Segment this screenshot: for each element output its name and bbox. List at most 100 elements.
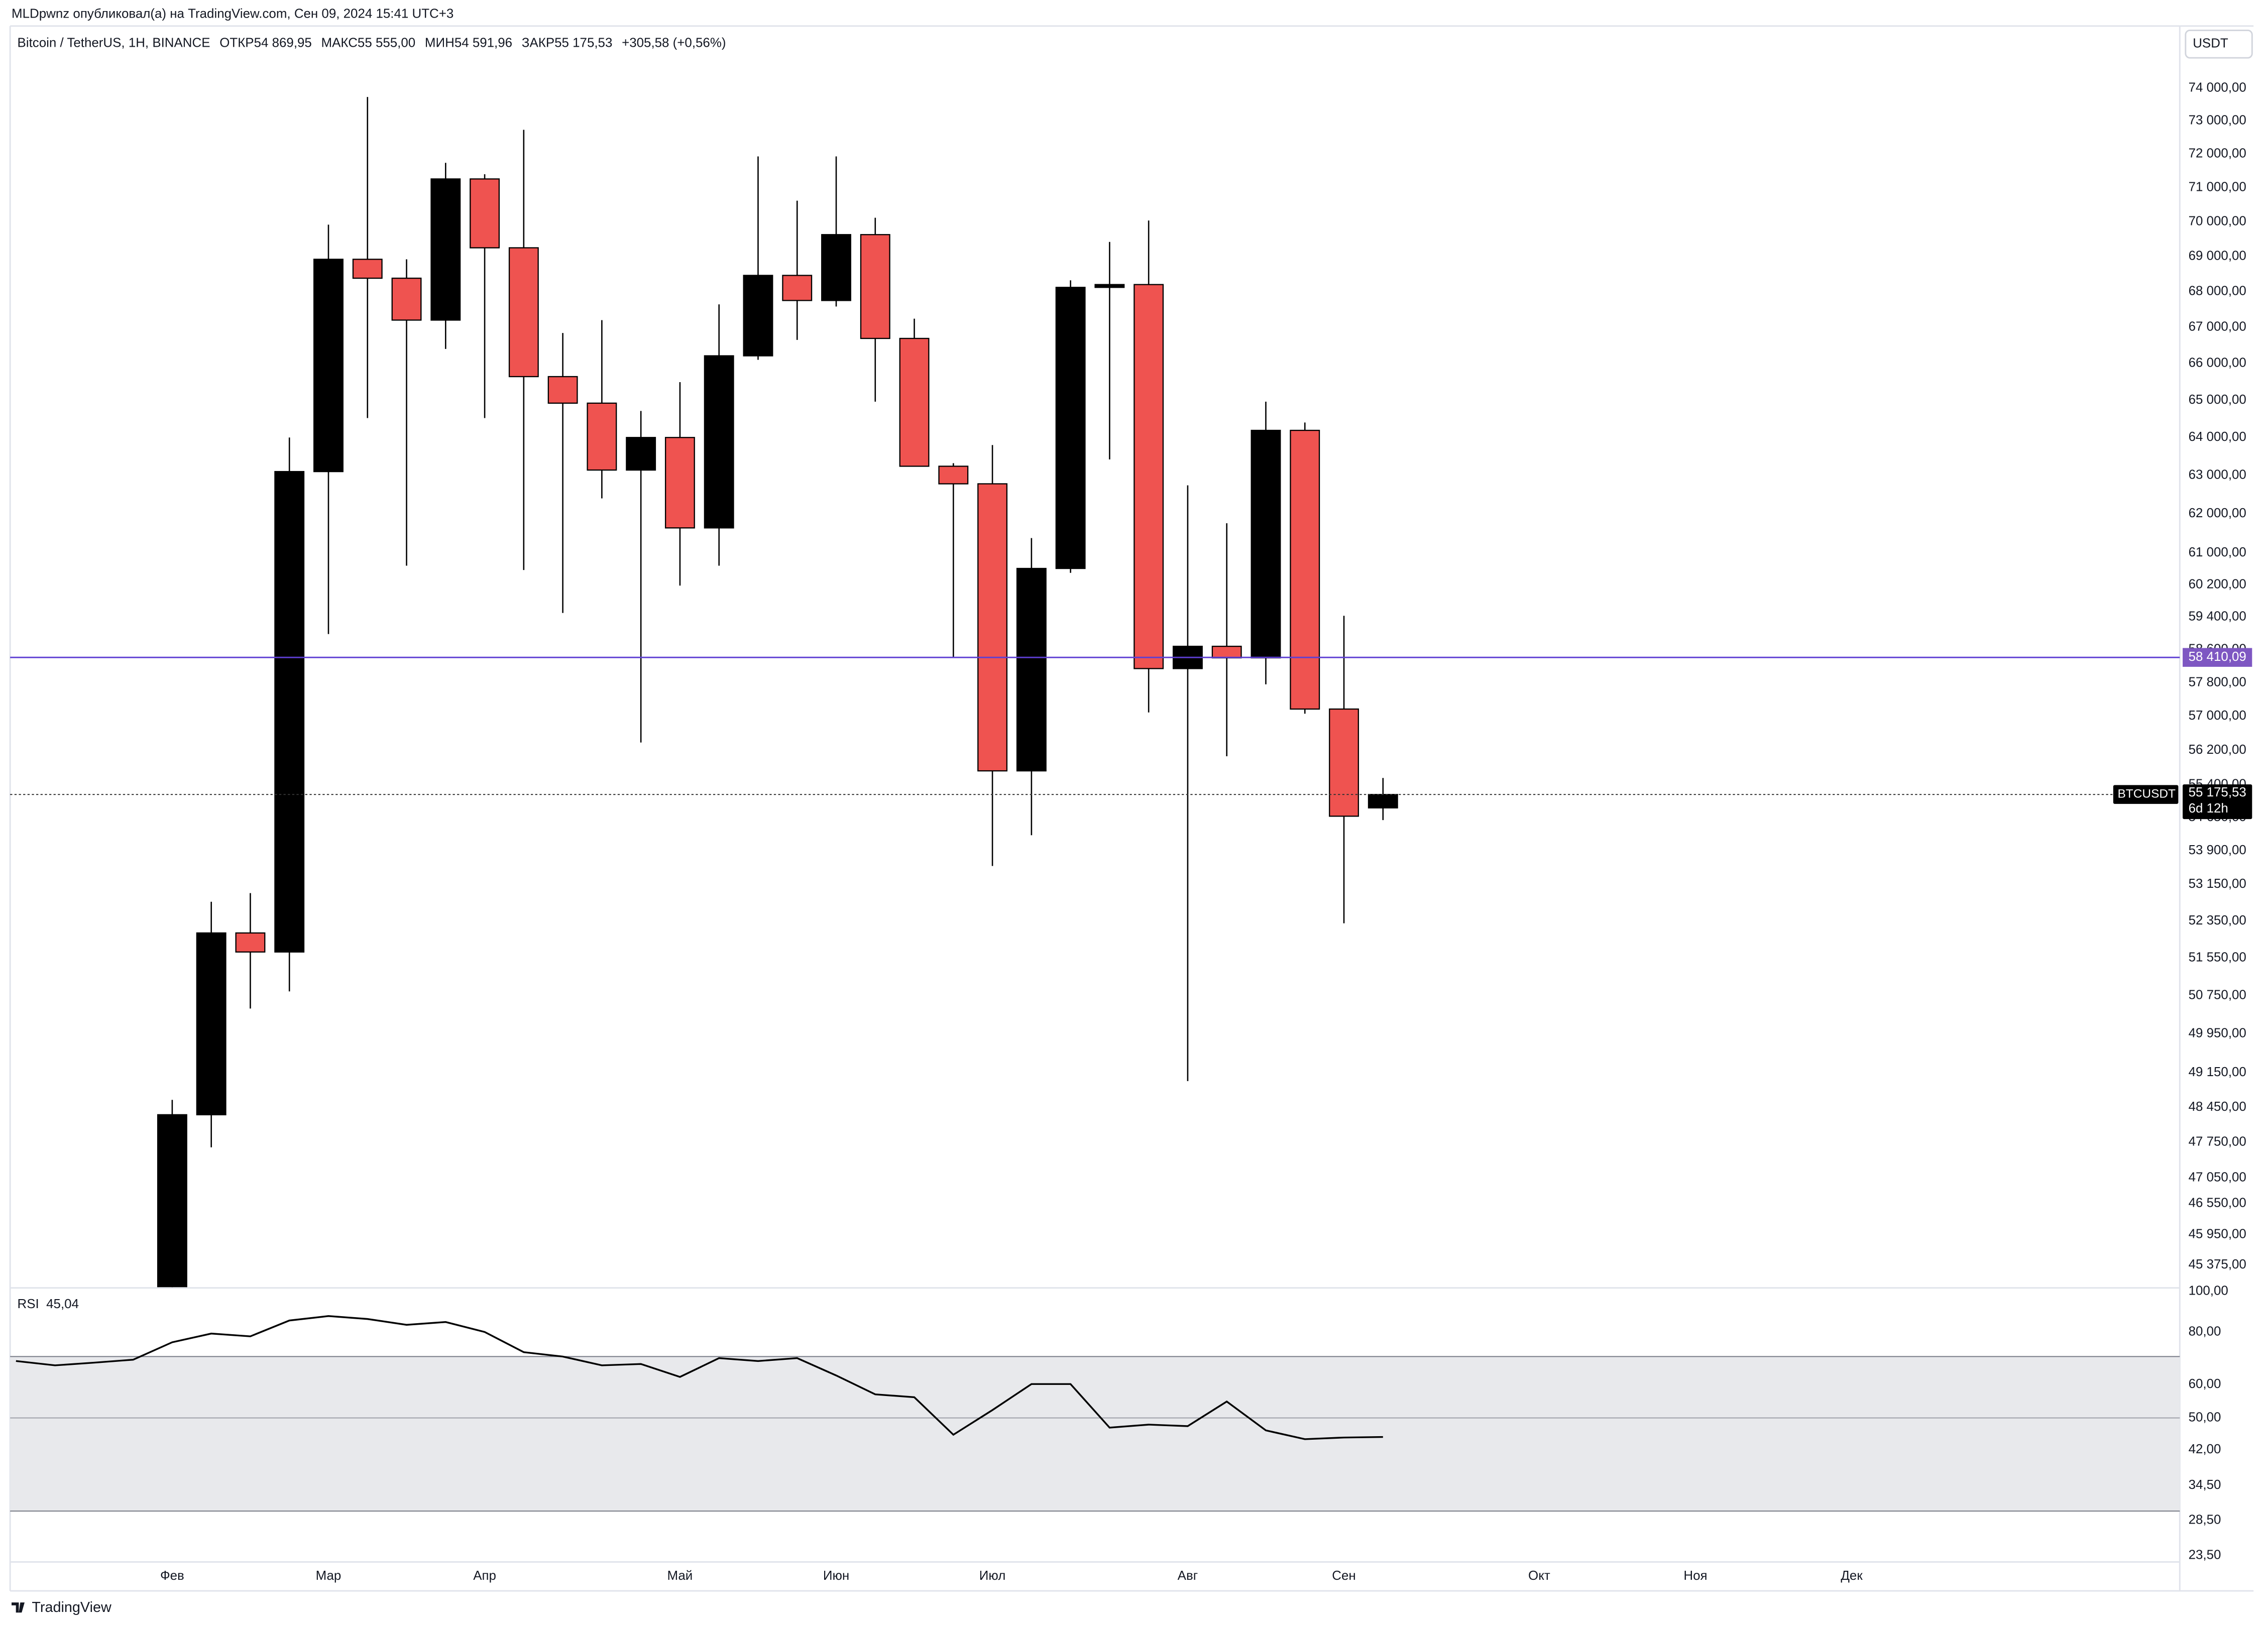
close-value: 55 175,53 bbox=[554, 36, 612, 50]
candle-body bbox=[313, 259, 344, 473]
candle-body bbox=[391, 277, 422, 321]
brand-logo: TradingView bbox=[12, 1599, 111, 1615]
time-tick-label: Апр bbox=[473, 1569, 496, 1583]
candle-body bbox=[860, 234, 890, 339]
rsi-legend: RSI 45,04 bbox=[18, 1297, 79, 1311]
countdown: 6d 12h bbox=[2189, 801, 2228, 816]
price-tick-label: 48 450,00 bbox=[2189, 1100, 2246, 1114]
time-tick-label: Дек bbox=[1841, 1569, 1863, 1583]
price-line-badge bbox=[2183, 648, 2252, 667]
high-value: 55 555,00 bbox=[358, 36, 415, 50]
candle-body bbox=[743, 275, 773, 357]
candle-body bbox=[352, 259, 383, 279]
currency: USDT bbox=[2193, 37, 2228, 51]
price-tick-label: 50 750,00 bbox=[2189, 988, 2246, 1002]
low-label: МИН bbox=[425, 36, 455, 50]
price-tick-label: 62 000,00 bbox=[2189, 506, 2246, 520]
price-tick-label: 46 550,00 bbox=[2189, 1196, 2246, 1210]
candle-body bbox=[508, 247, 539, 378]
candle-body bbox=[470, 178, 500, 249]
candles bbox=[157, 97, 1398, 1288]
candle-body bbox=[430, 178, 461, 321]
candle-body bbox=[587, 402, 617, 471]
open-value: 54 869,95 bbox=[254, 36, 312, 50]
price-tick-label: 56 200,00 bbox=[2189, 743, 2246, 757]
low-value: 54 591,96 bbox=[455, 36, 512, 50]
price-tick-label: 63 000,00 bbox=[2189, 468, 2246, 482]
logo-icon bbox=[12, 1602, 25, 1613]
rsi-tick-label: 23,50 bbox=[2189, 1548, 2221, 1562]
time-tick-label: Ноя bbox=[1683, 1569, 1707, 1583]
price-tick-label: 51 550,00 bbox=[2189, 951, 2246, 965]
time-tick-label: Июл bbox=[979, 1569, 1006, 1583]
symbol-legend: Bitcoin / TetherUS, 1H, BINANCE ОТКР54 8… bbox=[18, 36, 726, 50]
price-tick-label: 49 950,00 bbox=[2189, 1026, 2246, 1040]
rsi-line bbox=[16, 1315, 1383, 1440]
price-tick-label: 52 350,00 bbox=[2189, 913, 2246, 927]
price-tick-label: 57 000,00 bbox=[2189, 709, 2246, 723]
candle-body bbox=[1133, 284, 1164, 669]
candle-body bbox=[157, 1114, 187, 1288]
candle-body bbox=[938, 466, 969, 485]
price-tick-label: 73 000,00 bbox=[2189, 113, 2246, 128]
price-tick-label: 53 900,00 bbox=[2189, 843, 2246, 857]
price-tick-label: 53 150,00 bbox=[2189, 877, 2246, 891]
candle-body bbox=[899, 337, 930, 467]
price-tick-label: 74 000,00 bbox=[2189, 80, 2246, 94]
brand: TradingView bbox=[32, 1599, 111, 1615]
price-tick-label: 66 000,00 bbox=[2189, 356, 2246, 370]
candle-body bbox=[626, 437, 656, 471]
candle-body bbox=[1055, 287, 1086, 569]
price-tick-label: 61 000,00 bbox=[2189, 545, 2246, 559]
rsi-tick-label: 60,00 bbox=[2189, 1377, 2221, 1391]
price-tick-label: 57 800,00 bbox=[2189, 675, 2246, 689]
rsi-band bbox=[10, 1356, 2180, 1512]
time-tick-label: Окт bbox=[1528, 1569, 1550, 1583]
price-tick-label: 69 000,00 bbox=[2189, 249, 2246, 263]
price-tick-label: 71 000,00 bbox=[2189, 180, 2246, 194]
time-tick-label: Май bbox=[667, 1569, 693, 1583]
symbol-badge bbox=[2113, 785, 2179, 804]
price-tick-label: 65 000,00 bbox=[2189, 393, 2246, 407]
price-tick-label: 68 000,00 bbox=[2189, 284, 2246, 298]
rsi-tick-label: 34,50 bbox=[2189, 1478, 2221, 1492]
price-tick-label: 49 150,00 bbox=[2189, 1065, 2246, 1079]
candle-body bbox=[1290, 429, 1320, 710]
candle-body bbox=[1368, 793, 1398, 808]
price-tick-label: 72 000,00 bbox=[2189, 147, 2246, 161]
price-tick-label: 59 400,00 bbox=[2189, 609, 2246, 623]
price-tick-label: 45 950,00 bbox=[2189, 1227, 2246, 1241]
candle-body bbox=[196, 932, 226, 1116]
price-tick-label: 64 000,00 bbox=[2189, 430, 2246, 444]
candle-body bbox=[235, 932, 266, 953]
price-tick-label: 47 050,00 bbox=[2189, 1170, 2246, 1184]
candle-body bbox=[1211, 645, 1242, 659]
time-tick-label: Сен bbox=[1332, 1569, 1355, 1583]
rsi-tick-label: 80,00 bbox=[2189, 1325, 2221, 1339]
rsi-tick-label: 28,50 bbox=[2189, 1513, 2221, 1527]
high-label: МАКС bbox=[321, 36, 358, 50]
candle-body bbox=[547, 376, 578, 404]
price-line-label: 58 410,09 bbox=[2189, 650, 2246, 664]
time-tick-label: Фев bbox=[160, 1569, 184, 1583]
price-tick-label: 60 200,00 bbox=[2189, 577, 2246, 591]
rsi-tick-label: 100,00 bbox=[2189, 1284, 2228, 1298]
symbol-badge-label: BTCUSDT bbox=[2117, 787, 2176, 801]
currency-button[interactable] bbox=[2185, 30, 2253, 59]
price-tick-label: 47 750,00 bbox=[2189, 1135, 2246, 1149]
price-tick-label: 70 000,00 bbox=[2189, 214, 2246, 228]
rsi-title: RSI bbox=[18, 1297, 39, 1311]
rsi-tick-label: 50,00 bbox=[2189, 1410, 2221, 1424]
candle-body bbox=[1329, 708, 1359, 817]
candle-body bbox=[977, 483, 1008, 772]
time-tick-label: Авг bbox=[1178, 1569, 1198, 1583]
time-tick-label: Июн bbox=[823, 1569, 849, 1583]
candle-body bbox=[664, 437, 695, 529]
price-tick-label: 67 000,00 bbox=[2189, 320, 2246, 334]
change: +305,58 (+0,56%) bbox=[622, 36, 726, 50]
open-label: ОТКР bbox=[219, 36, 254, 50]
price-tick-label: 45 375,00 bbox=[2189, 1257, 2246, 1271]
published-note: MLDpwnz опубликовал(а) на TradingView.co… bbox=[12, 7, 453, 21]
time-tick-label: Мар bbox=[316, 1569, 342, 1583]
